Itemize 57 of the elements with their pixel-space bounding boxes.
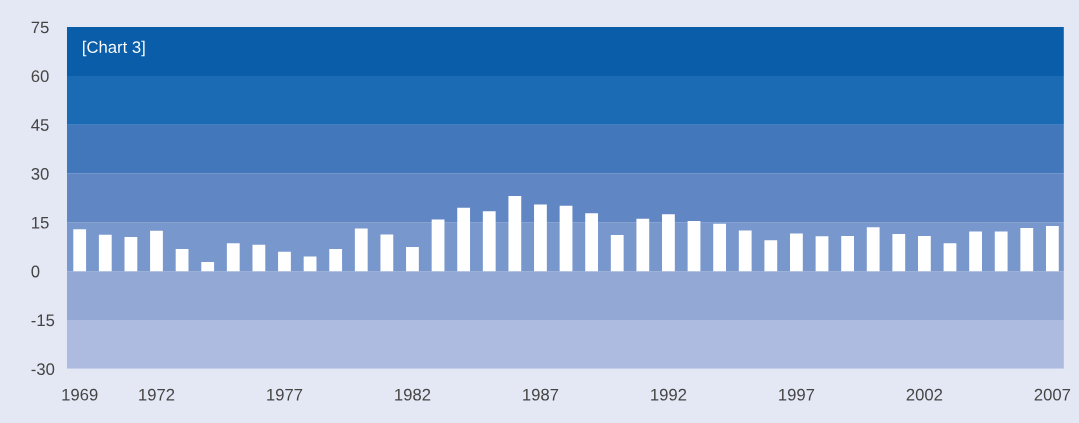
bar <box>610 235 624 272</box>
bar <box>892 234 906 272</box>
bar <box>329 249 343 272</box>
bar <box>559 205 573 272</box>
bar <box>585 213 599 272</box>
bar <box>1020 227 1034 272</box>
x-tick-label: 1969 <box>62 388 98 401</box>
bar <box>508 196 522 272</box>
y-tick-label: -30 <box>31 363 55 376</box>
bar <box>278 251 291 272</box>
bar <box>917 236 931 272</box>
x-tick-label: 1997 <box>779 388 815 401</box>
y-tick-label: 45 <box>31 119 49 131</box>
bar <box>994 231 1008 272</box>
bar <box>175 249 189 272</box>
y-tick-label: 75 <box>31 21 49 34</box>
bar <box>636 218 650 272</box>
bar <box>431 219 445 272</box>
x-tick-label: 1987 <box>523 388 559 401</box>
bar <box>73 229 87 272</box>
bar <box>738 230 752 272</box>
x-tick-label: 1982 <box>395 388 431 401</box>
y-tick-label: 30 <box>31 167 49 180</box>
x-tick-label: 2002 <box>906 388 943 401</box>
bar <box>150 230 163 272</box>
bar <box>98 234 112 272</box>
bar <box>534 204 547 272</box>
bar <box>252 244 266 272</box>
bar <box>482 211 496 272</box>
y-tick-label: 0 <box>31 265 40 278</box>
bar <box>815 236 829 272</box>
bar <box>380 234 394 272</box>
bar <box>687 221 701 272</box>
bar <box>201 262 215 272</box>
x-tick-label: 2007 <box>1034 388 1071 401</box>
bar <box>969 231 982 272</box>
bar <box>841 236 854 272</box>
y-tick-label: 60 <box>31 70 49 83</box>
bar <box>662 214 675 272</box>
bar <box>1045 225 1059 272</box>
bar <box>124 237 138 272</box>
bar <box>764 240 778 272</box>
text: [Chart 3] <box>83 40 145 57</box>
y-tick-label: -15 <box>31 314 55 327</box>
bar <box>943 243 957 272</box>
bar <box>406 247 419 272</box>
bar <box>354 228 368 272</box>
bar <box>303 256 317 272</box>
bar <box>457 207 471 272</box>
x-tick-label: 1992 <box>651 388 687 401</box>
bar <box>713 223 727 272</box>
x-tick-label: 1977 <box>267 388 303 401</box>
bar <box>866 227 880 272</box>
bar <box>790 233 803 272</box>
y-tick-label: 15 <box>32 216 49 229</box>
x-tick-label: 1972 <box>139 388 175 401</box>
bar <box>226 243 240 272</box>
